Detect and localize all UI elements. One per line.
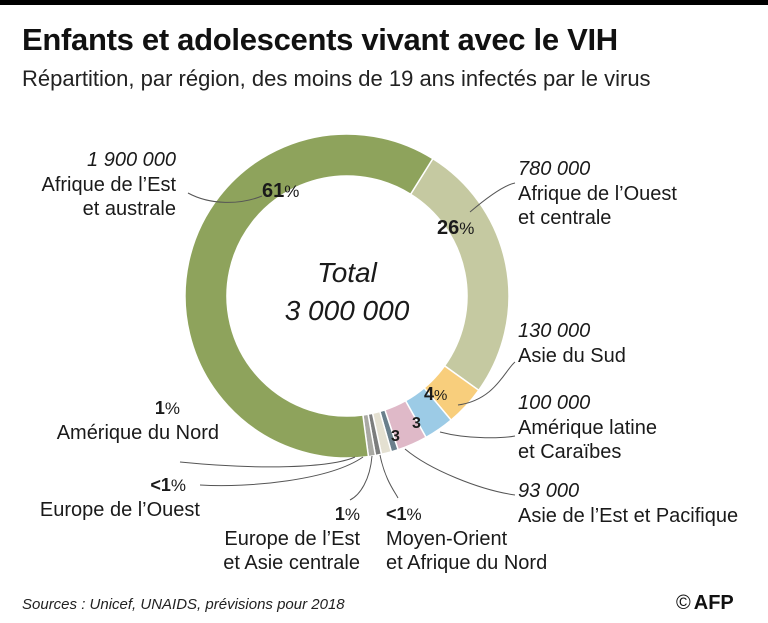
slice-annotation-1: 130 000 Asie du Sud xyxy=(518,320,626,367)
region-label-5-0: Europe de l’Est xyxy=(224,528,360,550)
chart-title: Enfants et adolescents vivant avec le VI… xyxy=(22,22,618,57)
leader-line-5 xyxy=(349,455,373,501)
region-label-2-0: Amérique latine xyxy=(518,417,657,439)
region-label-1-0: Asie du Sud xyxy=(518,345,626,367)
pct-label-7: 1% xyxy=(155,398,180,418)
leader-line-8 xyxy=(187,192,263,203)
region-label-4-0: Moyen-Orient xyxy=(386,528,508,550)
leader-line-3 xyxy=(404,448,516,496)
leader-line-1 xyxy=(457,361,516,406)
region-label-8-0: Afrique de l’Est xyxy=(41,174,176,196)
value-label-1: 130 000 xyxy=(518,320,590,342)
region-label-0-1: et centrale xyxy=(518,207,611,229)
leader-line-6 xyxy=(199,456,364,487)
slice-annotation-7: 1% Amérique du Nord xyxy=(57,398,219,444)
pct-label-6: <1% xyxy=(150,475,186,495)
pct-label-3: 3 xyxy=(391,428,400,445)
pct-label-5: 1% xyxy=(335,504,360,524)
source-note: Sources : Unicef, UNAIDS, prévisions pou… xyxy=(22,596,345,613)
pct-label-4: <1% xyxy=(386,504,422,524)
donut-slices xyxy=(184,133,510,459)
region-label-8-1: et australe xyxy=(83,198,176,220)
afp-logo-text: AFP xyxy=(693,592,734,614)
value-label-3: 93 000 xyxy=(518,480,579,502)
region-label-2-1: et Caraïbes xyxy=(518,441,621,463)
value-label-8: 1 900 000 xyxy=(87,149,176,171)
region-label-3-0: Asie de l’Est et Pacifique xyxy=(518,505,738,527)
leader-lines xyxy=(179,182,516,501)
region-label-6-0: Europe de l’Ouest xyxy=(40,499,201,521)
value-label-2: 100 000 xyxy=(518,392,590,414)
top-rule xyxy=(0,0,768,5)
leader-line-0 xyxy=(469,182,516,213)
region-label-0-0: Afrique de l’Ouest xyxy=(518,183,677,205)
center-label-line-0: Total xyxy=(317,257,377,288)
value-label-0: 780 000 xyxy=(518,158,590,180)
chart-subtitle: Répartition, par région, des moins de 19… xyxy=(22,66,651,91)
center-label: Total 3 000 000 xyxy=(285,257,410,326)
pct-label-1: 4% xyxy=(424,384,447,404)
pct-label-8: 61% xyxy=(262,180,299,202)
afp-credit: © AFP xyxy=(676,592,734,615)
center-label-line-1: 3 000 000 xyxy=(285,295,410,326)
leader-line-7 xyxy=(179,456,356,468)
pct-label-0: 26% xyxy=(437,217,474,239)
region-label-7-0: Amérique du Nord xyxy=(57,422,219,444)
copyright-symbol: © xyxy=(676,592,691,614)
pct-label-2: 3 xyxy=(412,415,421,432)
leader-line-4 xyxy=(379,454,399,499)
region-label-5-1: et Asie centrale xyxy=(223,552,360,574)
leader-line-2 xyxy=(439,431,516,439)
slice-annotation-3: 93 000 Asie de l’Est et Pacifique xyxy=(518,480,738,527)
slice-annotation-6: <1% Europe de l’Ouest xyxy=(40,475,201,521)
region-label-4-1: et Afrique du Nord xyxy=(386,552,547,574)
slice-8 xyxy=(184,133,434,459)
